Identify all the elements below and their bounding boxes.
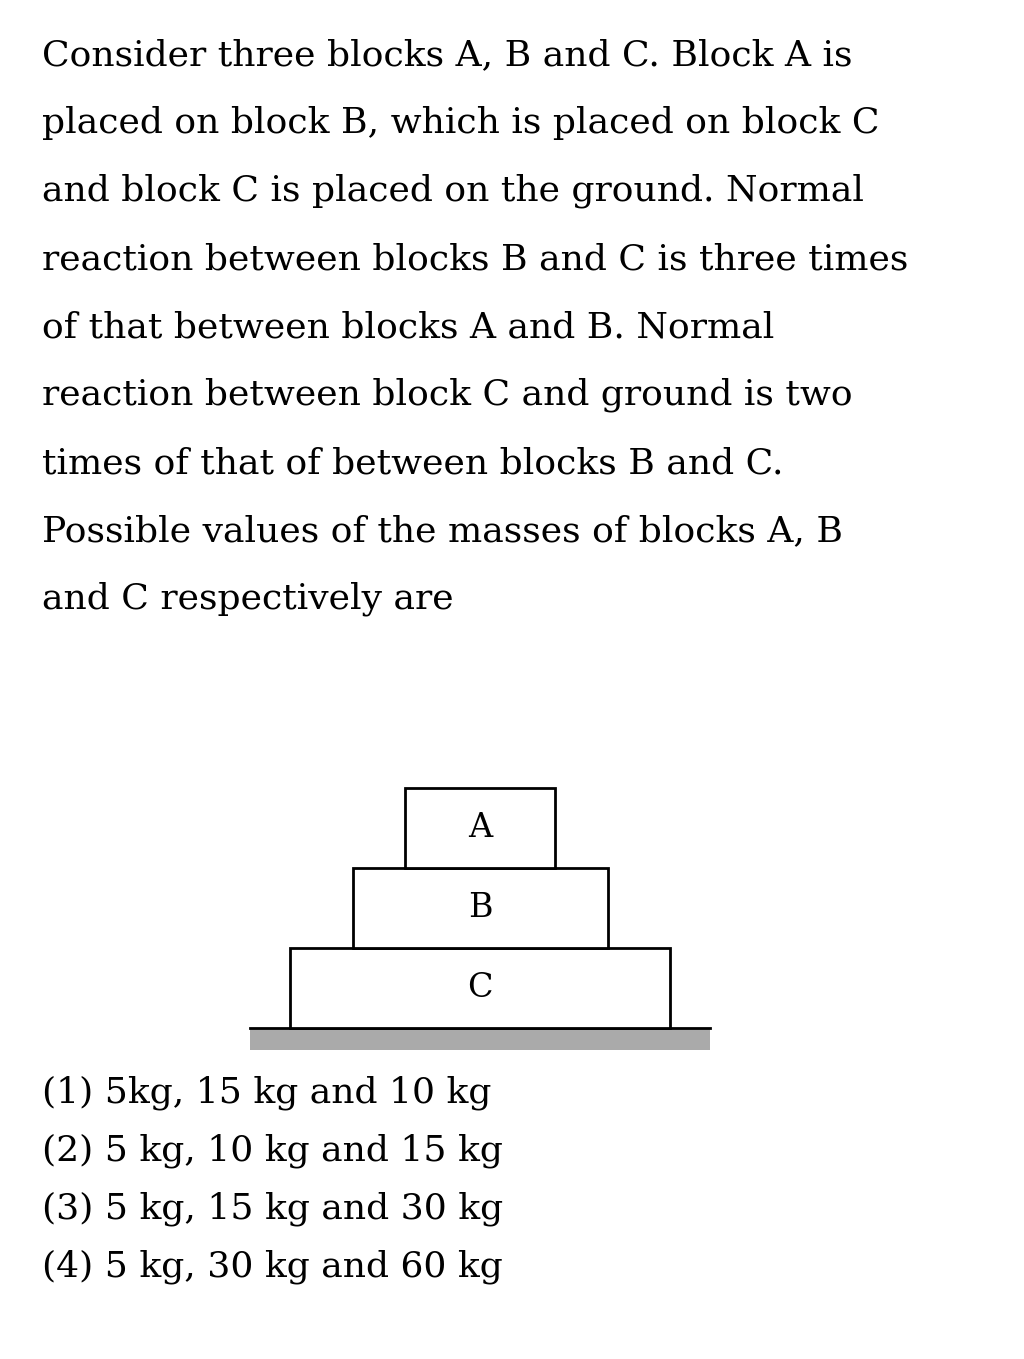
Text: B: B — [468, 892, 493, 924]
Bar — [290, 949, 670, 1027]
Text: (1) 5kg, 15 kg and 10 kg: (1) 5kg, 15 kg and 10 kg — [42, 1075, 492, 1109]
Text: placed on block B, which is placed on block C: placed on block B, which is placed on bl… — [42, 106, 880, 140]
Text: A: A — [468, 811, 493, 844]
Bar — [352, 868, 607, 949]
Text: reaction between blocks B and C is three times: reaction between blocks B and C is three… — [42, 242, 908, 276]
Text: (4) 5 kg, 30 kg and 60 kg: (4) 5 kg, 30 kg and 60 kg — [42, 1249, 503, 1283]
Bar — [406, 788, 555, 868]
Text: times of that of between blocks B and C.: times of that of between blocks B and C. — [42, 446, 783, 480]
Text: of that between blocks A and B. Normal: of that between blocks A and B. Normal — [42, 310, 774, 344]
Text: Consider three blocks A, B and C. Block A is: Consider three blocks A, B and C. Block … — [42, 38, 853, 72]
Bar — [250, 1027, 710, 1051]
Text: and C respectively are: and C respectively are — [42, 582, 454, 617]
Text: (2) 5 kg, 10 kg and 15 kg: (2) 5 kg, 10 kg and 15 kg — [42, 1133, 503, 1167]
Text: and block C is placed on the ground. Normal: and block C is placed on the ground. Nor… — [42, 174, 864, 208]
Text: reaction between block C and ground is two: reaction between block C and ground is t… — [42, 378, 853, 413]
Text: (3) 5 kg, 15 kg and 30 kg: (3) 5 kg, 15 kg and 30 kg — [42, 1190, 503, 1226]
Text: C: C — [467, 972, 493, 1004]
Text: Possible values of the masses of blocks A, B: Possible values of the masses of blocks … — [42, 514, 843, 548]
